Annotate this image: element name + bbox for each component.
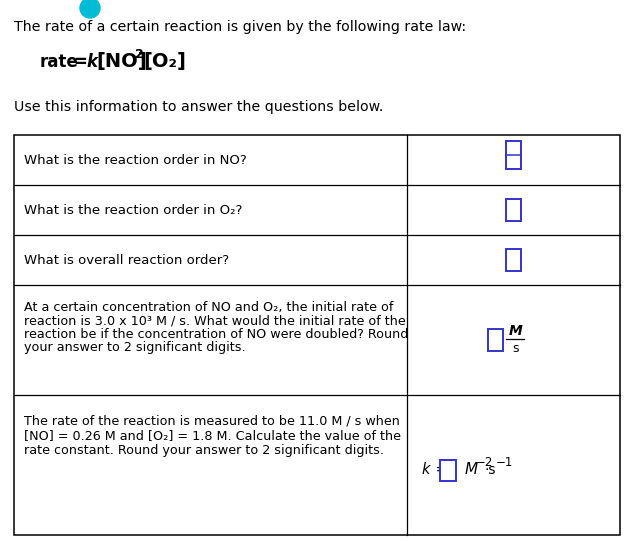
Text: The rate of a certain reaction is given by the following rate law:: The rate of a certain reaction is given … — [14, 20, 466, 34]
Bar — [506, 199, 521, 221]
Text: =: = — [430, 463, 448, 478]
Text: [O₂]: [O₂] — [143, 52, 186, 71]
Text: reaction be if the concentration of NO were doubled? Round: reaction be if the concentration of NO w… — [24, 328, 408, 341]
Bar — [440, 459, 456, 480]
Text: ·s: ·s — [484, 463, 496, 477]
Text: The rate of the reaction is measured to be 11.0 M / s when: The rate of the reaction is measured to … — [24, 415, 400, 428]
Text: =: = — [73, 53, 87, 71]
Text: 2: 2 — [135, 49, 144, 62]
Text: Use this information to answer the questions below.: Use this information to answer the quest… — [14, 100, 384, 114]
Text: k: k — [86, 53, 97, 71]
Text: rate: rate — [40, 53, 79, 71]
Text: [NO] = 0.26 M and [O₂] = 1.8 M. Calculate the value of the: [NO] = 0.26 M and [O₂] = 1.8 M. Calculat… — [24, 430, 401, 443]
Text: What is overall reaction order?: What is overall reaction order? — [24, 254, 229, 267]
Text: your answer to 2 significant digits.: your answer to 2 significant digits. — [24, 341, 245, 354]
Text: reaction is 3.0 x 10³ M / s. What would the initial rate of the: reaction is 3.0 x 10³ M / s. What would … — [24, 314, 406, 327]
Text: M: M — [465, 463, 478, 478]
Text: s: s — [512, 342, 519, 355]
Text: At a certain concentration of NO and O₂, the initial rate of: At a certain concentration of NO and O₂,… — [24, 301, 393, 314]
Text: [NO]: [NO] — [96, 52, 146, 71]
Text: M: M — [508, 324, 522, 338]
Text: What is the reaction order in NO?: What is the reaction order in NO? — [24, 154, 247, 167]
Text: What is the reaction order in O₂?: What is the reaction order in O₂? — [24, 203, 242, 216]
Circle shape — [80, 0, 100, 18]
Text: k: k — [422, 463, 430, 478]
Text: −1: −1 — [496, 457, 513, 470]
Bar — [14, 135, 620, 535]
Bar — [506, 249, 521, 271]
Bar — [506, 141, 521, 169]
Text: −2: −2 — [476, 457, 493, 470]
Bar — [488, 329, 503, 351]
Text: rate constant. Round your answer to 2 significant digits.: rate constant. Round your answer to 2 si… — [24, 444, 384, 457]
